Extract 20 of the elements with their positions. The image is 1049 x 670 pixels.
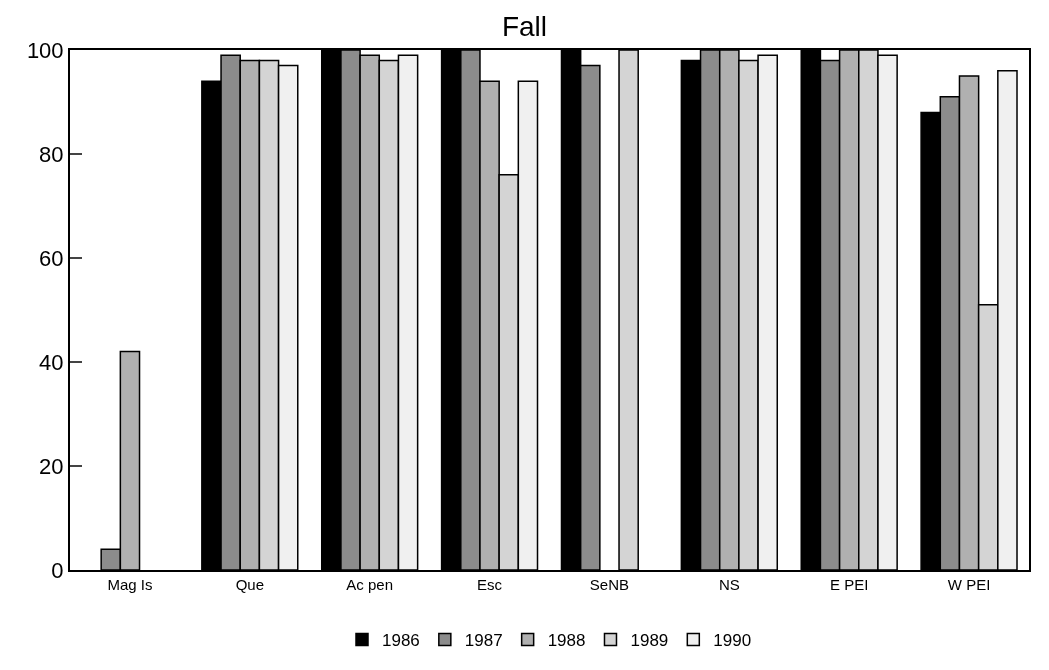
legend-label: 1986	[382, 631, 420, 651]
y-tick-label: 40	[39, 349, 64, 375]
x-tick-label: NS	[718, 576, 740, 593]
legend-label: 1987	[464, 631, 503, 651]
x-tick-label: Ac pen	[346, 576, 394, 593]
y-tick-label: 100	[26, 37, 64, 63]
legend-label: 1988	[547, 631, 586, 651]
y-tick-label: 80	[39, 141, 64, 167]
y-tick-label: 0	[51, 557, 64, 583]
x-tick-label: Mag Is	[107, 576, 153, 593]
y-tick-label: 60	[39, 245, 64, 271]
y-tick-label: 20	[39, 453, 64, 479]
x-tick-label: SeNB	[589, 576, 630, 593]
x-tick-label: Esc	[477, 576, 503, 593]
x-tick-label: Que	[235, 576, 264, 593]
x-tick-label: E PEI	[830, 576, 869, 593]
chart-title: Fall	[501, 11, 548, 43]
x-tick-label: W PEI	[947, 576, 991, 593]
legend-label: 1989	[630, 631, 669, 651]
legend-label: 1990	[713, 631, 752, 651]
